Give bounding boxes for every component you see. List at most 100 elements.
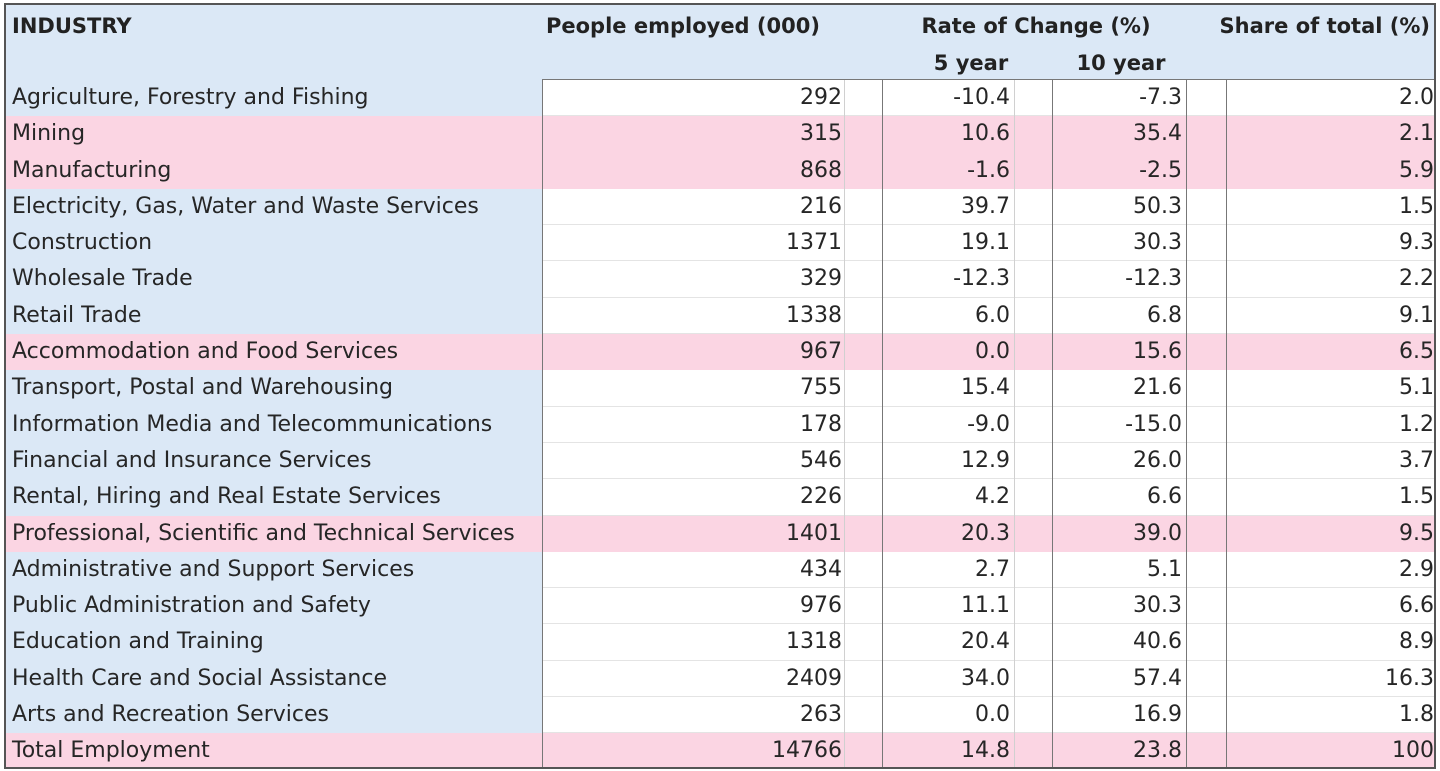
rate-5-year-cell: 0.0 [975, 339, 1010, 365]
rate-10-year-cell: -12.3 [1125, 266, 1182, 292]
rate-10-year-cell: 40.6 [1133, 629, 1182, 655]
people-employed-cell: 315 [800, 121, 842, 147]
header-divider [542, 79, 1434, 80]
row-background [542, 733, 1434, 767]
share-of-total-cell: 9.5 [1399, 520, 1434, 546]
table-body: Agriculture, Forestry and Fishing 292 -10.… [6, 80, 1434, 767]
table-row: Arts and Recreation Services 263 0.0 16.9 1.… [6, 697, 1434, 734]
header-rate-of-change: Rate of Change (%) [921, 14, 1151, 38]
table-row: Retail Trade 1338 6.0 6.8 9.1 [6, 297, 1434, 335]
share-of-total-cell: 1.2 [1399, 411, 1434, 437]
header-industry: INDUSTRY [12, 14, 132, 38]
row-background [542, 479, 1434, 516]
rate-5-year-cell: 20.3 [961, 520, 1010, 546]
share-of-total-cell: 8.9 [1399, 629, 1434, 655]
table-row: Total Employment 14766 14.8 23.8 100 [6, 733, 1434, 767]
column-divider [1226, 80, 1227, 767]
people-employed-cell: 546 [800, 447, 842, 473]
people-employed-cell: 216 [800, 193, 842, 219]
table-row: Administrative and Support Services 434 2.… [6, 551, 1434, 589]
industry-cell: Total Employment [6, 733, 542, 767]
rate-5-year-cell: 19.1 [961, 230, 1010, 256]
share-of-total-cell: 16.3 [1385, 665, 1434, 691]
table-row: Financial and Insurance Services 546 12.9 2… [6, 442, 1434, 480]
rate-10-year-cell: -7.3 [1139, 85, 1182, 110]
rate-10-year-cell: 57.4 [1133, 665, 1182, 691]
table-row: Professional, Scientific and Technical S… [6, 515, 1434, 552]
column-divider [1186, 80, 1187, 767]
row-background [542, 188, 1434, 226]
industry-cell: Construction [6, 225, 542, 262]
share-of-total-cell: 1.5 [1399, 484, 1434, 510]
rate-10-year-cell: 15.6 [1133, 339, 1182, 365]
column-divider [882, 80, 883, 767]
people-employed-cell: 976 [800, 593, 842, 619]
rate-5-year-cell: 39.7 [961, 193, 1010, 219]
table-row: Agriculture, Forestry and Fishing 292 -10.… [6, 80, 1434, 117]
industry-cell: Health Care and Social Assistance [6, 660, 542, 698]
people-employed-cell: 868 [800, 157, 842, 183]
people-employed-cell: 755 [800, 375, 842, 401]
column-divider [1052, 80, 1053, 767]
share-of-total-cell: 2.0 [1399, 85, 1434, 110]
rate-5-year-cell: -1.6 [967, 157, 1010, 183]
table-row: Construction 1371 19.1 30.3 9.3 [6, 225, 1434, 262]
table-header: INDUSTRY People employed (000) Rate of C… [6, 5, 1434, 80]
row-background [542, 588, 1434, 625]
rate-10-year-cell: 35.4 [1133, 121, 1182, 147]
industry-cell: Information Media and Telecommunications [6, 406, 542, 443]
share-of-total-cell: 3.7 [1399, 447, 1434, 473]
row-background [542, 334, 1434, 371]
share-of-total-cell: 5.1 [1399, 375, 1434, 401]
industry-cell: Rental, Hiring and Real Estate Services [6, 479, 542, 516]
row-background [542, 80, 1434, 117]
industry-cell: Manufacturing [6, 152, 542, 189]
industry-cell: Transport, Postal and Warehousing [6, 370, 542, 407]
row-background [542, 624, 1434, 661]
share-of-total-cell: 100 [1392, 738, 1434, 764]
people-employed-cell: 329 [800, 266, 842, 292]
employment-table: INDUSTRY People employed (000) Rate of C… [4, 3, 1436, 769]
header-share-of-total: Share of total (%) [1219, 14, 1430, 38]
share-of-total-cell: 2.9 [1399, 556, 1434, 582]
industry-cell: Arts and Recreation Services [6, 697, 542, 734]
row-background [542, 370, 1434, 407]
rate-5-year-cell: 6.0 [975, 302, 1010, 328]
rate-10-year-cell: 30.3 [1133, 230, 1182, 256]
table-row: Electricity, Gas, Water and Waste Servic… [6, 188, 1434, 226]
rate-5-year-cell: 14.8 [961, 738, 1010, 764]
rate-10-year-cell: 26.0 [1133, 447, 1182, 473]
rate-10-year-cell: -15.0 [1125, 411, 1182, 437]
people-employed-cell: 1338 [786, 302, 842, 328]
rate-5-year-cell: 12.9 [961, 447, 1010, 473]
people-employed-cell: 263 [800, 702, 842, 728]
table-row: Health Care and Social Assistance 2409 34.… [6, 660, 1434, 698]
rate-10-year-cell: 6.6 [1147, 484, 1182, 510]
table-row: Accommodation and Food Services 967 0.0 15.… [6, 334, 1434, 371]
share-of-total-cell: 9.3 [1399, 230, 1434, 256]
rate-5-year-cell: 34.0 [961, 665, 1010, 691]
column-divider [542, 80, 543, 767]
share-of-total-cell: 1.8 [1399, 702, 1434, 728]
industry-cell: Education and Training [6, 624, 542, 661]
rate-10-year-cell: 50.3 [1133, 193, 1182, 219]
industry-cell: Financial and Insurance Services [6, 442, 542, 480]
rate-10-year-cell: 21.6 [1133, 375, 1182, 401]
table-row: Manufacturing 868 -1.6 -2.5 5.9 [6, 152, 1434, 189]
rate-5-year-cell: 15.4 [961, 375, 1010, 401]
share-of-total-cell: 6.6 [1399, 593, 1434, 619]
people-employed-cell: 226 [800, 484, 842, 510]
table-row: Public Administration and Safety 976 11.1 3… [6, 588, 1434, 625]
people-employed-cell: 967 [800, 339, 842, 365]
row-background [542, 406, 1434, 443]
table-row: Information Media and Telecommunications… [6, 406, 1434, 443]
rate-10-year-cell: 39.0 [1133, 520, 1182, 546]
industry-cell: Retail Trade [6, 297, 542, 335]
rate-5-year-cell: -10.4 [953, 85, 1010, 110]
industry-cell: Wholesale Trade [6, 261, 542, 298]
rate-5-year-cell: 2.7 [975, 556, 1010, 582]
table-row: Mining 315 10.6 35.4 2.1 [6, 116, 1434, 153]
row-background [542, 442, 1434, 480]
people-employed-cell: 1371 [786, 230, 842, 256]
table-row: Rental, Hiring and Real Estate Services 2… [6, 479, 1434, 516]
